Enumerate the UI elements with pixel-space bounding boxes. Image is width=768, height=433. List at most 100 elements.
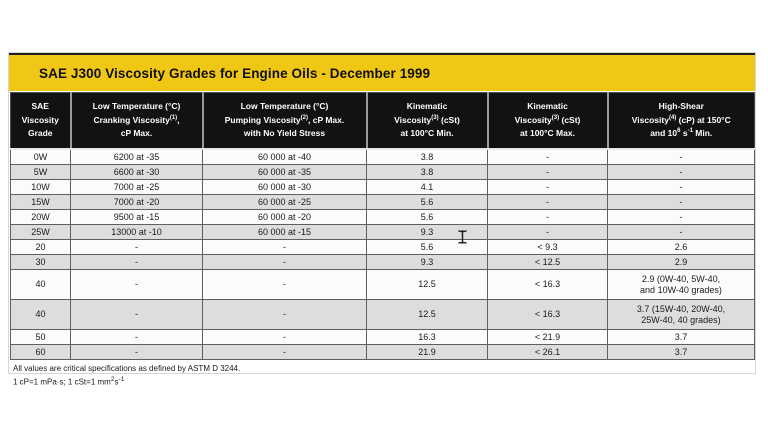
table-cell: 3.7 (15W-40, 20W-40, 25W-40, 40 grades) [607, 299, 755, 330]
table-header: SAE Viscosity Grade Low Temperature (°C) Cra… [10, 92, 755, 150]
table-cell: < 26.1 [487, 344, 608, 360]
table-row: 20W 9500 at -15 60 000 at -20 5.6- - [10, 209, 755, 225]
table-cell: 60 [10, 344, 71, 360]
table-cell: 10W [10, 179, 71, 195]
table-cell: 40 [10, 299, 71, 330]
table-cell: 0W [10, 148, 71, 165]
table-row: 15W 7000 at -20 60 000 at -25 5.6- - [10, 194, 755, 210]
table-cell: 25W [10, 224, 71, 240]
table-cell: 5.6 [366, 209, 488, 225]
table-cell: 2.9 (0W-40, 5W-40, and 10W-40 grades) [607, 269, 755, 300]
table-row: 50- -16.3 < 21.9 3.7 [10, 329, 755, 345]
table-cell: 5.6 [366, 239, 488, 255]
table-row: 0W 6200 at -35 60 000 at -40 3.8- - [10, 148, 755, 165]
table-cell: - [607, 224, 755, 240]
table-row: 10W 7000 at -25 60 000 at -30 4.1- - [10, 179, 755, 195]
table-cell: - [202, 269, 367, 300]
column-header-2: Low Temperature (°C) Pumping Viscosity(2)… [201, 92, 367, 150]
table-cell: 21.9 [366, 344, 488, 360]
table-cell: - [487, 224, 608, 240]
table-header-row: SAE Viscosity Grade Low Temperature (°C) Cra… [10, 92, 755, 150]
table-cell: 6600 at -30 [70, 164, 203, 180]
table-cell: 50 [10, 329, 71, 345]
table-cell: 9500 at -15 [70, 209, 203, 225]
table-cell: 2.9 [607, 254, 755, 270]
table-cell: - [607, 179, 755, 195]
page-title: SAE J300 Viscosity Grades for Engine Oil… [39, 65, 431, 81]
table-cell: - [202, 299, 367, 330]
table-cell: 60 000 at -20 [202, 209, 367, 225]
table-cell: 60 000 at -30 [202, 179, 367, 195]
table-cell: < 12.5 [487, 254, 608, 270]
table-row: 20- -5.6 < 9.3 2.6 [10, 239, 755, 255]
table-cell: 7000 at -25 [70, 179, 203, 195]
table-cell: - [70, 269, 203, 300]
table-cell: - [487, 164, 608, 180]
table-cell: - [487, 179, 608, 195]
table-cell: - [487, 148, 608, 165]
table-cell: - [607, 194, 755, 210]
title-band: SAE J300 Viscosity Grades for Engine Oil… [9, 53, 755, 91]
table-cell: 12.5 [366, 299, 488, 330]
table-cell: - [70, 344, 203, 360]
table-row: 40- -12.5 < 16.3 3.7 (15W-40, 20W-40, 25W-40… [10, 299, 755, 330]
column-header-3: Kinematic Viscosity(3) (cSt) at 100°C Min. [365, 92, 488, 150]
table-cell: 3.7 [607, 344, 755, 360]
table-cell: - [70, 254, 203, 270]
table-cell: 60 000 at -35 [202, 164, 367, 180]
table-row: 25W 13000 at -10 60 000 at -15 9.3- - [10, 224, 755, 240]
table-cell: - [607, 209, 755, 225]
table-cell: - [487, 194, 608, 210]
table-cell: 20W [10, 209, 71, 225]
table-cell: - [70, 329, 203, 345]
table-cell: < 21.9 [487, 329, 608, 345]
column-header-1: Low Temperature (°C) Cranking Viscosity(1… [69, 92, 203, 150]
table-cell: 60 000 at -15 [202, 224, 367, 240]
table-cell: 7000 at -20 [70, 194, 203, 210]
table-row: 30- -9.3 < 12.5 2.9 [10, 254, 755, 270]
table-cell: 6200 at -35 [70, 148, 203, 165]
table-row: 5W 6600 at -30 60 000 at -35 3.8- - [10, 164, 755, 180]
table-cell: - [70, 299, 203, 330]
table-cell: 5.6 [366, 194, 488, 210]
table-cell: 3.7 [607, 329, 755, 345]
table-cell: - [607, 164, 755, 180]
viscosity-grades-table: SAE Viscosity Grade Low Temperature (°C) Cra… [10, 92, 755, 360]
table-cell: - [607, 148, 755, 165]
table-cell: 60 000 at -40 [202, 148, 367, 165]
table-cell: 5W [10, 164, 71, 180]
table-cell: 9.3 [366, 254, 488, 270]
table-cell: 3.8 [366, 148, 488, 165]
table-row: 40- -12.5 < 16.3 2.9 (0W-40, 5W-40, and 10W-… [10, 269, 755, 300]
footnote-astm: All values are critical specifications a… [13, 364, 241, 373]
table-cell: - [202, 329, 367, 345]
table-cell: 13000 at -10 [70, 224, 203, 240]
document-slide: SAE J300 Viscosity Grades for Engine Oil… [8, 52, 756, 387]
table-cell: - [202, 254, 367, 270]
table-cell: - [202, 344, 367, 360]
table-cell: 9.3 [366, 224, 488, 240]
table-cell: 60 000 at -25 [202, 194, 367, 210]
table-cell: - [202, 239, 367, 255]
table-cell: < 9.3 [487, 239, 608, 255]
table-cell: 16.3 [366, 329, 488, 345]
footnotes: All values are critical specifications a… [13, 363, 755, 389]
table-cell: 2.6 [607, 239, 755, 255]
table-cell: - [487, 209, 608, 225]
table-cell: 3.8 [366, 164, 488, 180]
column-header-0: SAE Viscosity Grade [10, 92, 71, 150]
column-header-5: High-Shear Viscosity(4) (cP) at 150°C and … [606, 92, 755, 150]
table-cell: - [70, 239, 203, 255]
table-cell: 12.5 [366, 269, 488, 300]
table-cell: 30 [10, 254, 71, 270]
footnote-units: 1 cP=1 mPa·s; 1 cSt=1 mm2s-1 [13, 376, 125, 388]
column-header-4: Kinematic Viscosity(3) (cSt) at 100°C Max. [486, 92, 608, 150]
table-body: 0W 6200 at -35 60 000 at -40 3.8- -5W 6600 at… [10, 148, 755, 360]
table-cell: 40 [10, 269, 71, 300]
table-row: 60- -21.9 < 26.1 3.7 [10, 344, 755, 360]
table-cell: 15W [10, 194, 71, 210]
table-cell: < 16.3 [487, 269, 608, 300]
table-cell: 20 [10, 239, 71, 255]
table-cell: 4.1 [366, 179, 488, 195]
table-cell: < 16.3 [487, 299, 608, 330]
